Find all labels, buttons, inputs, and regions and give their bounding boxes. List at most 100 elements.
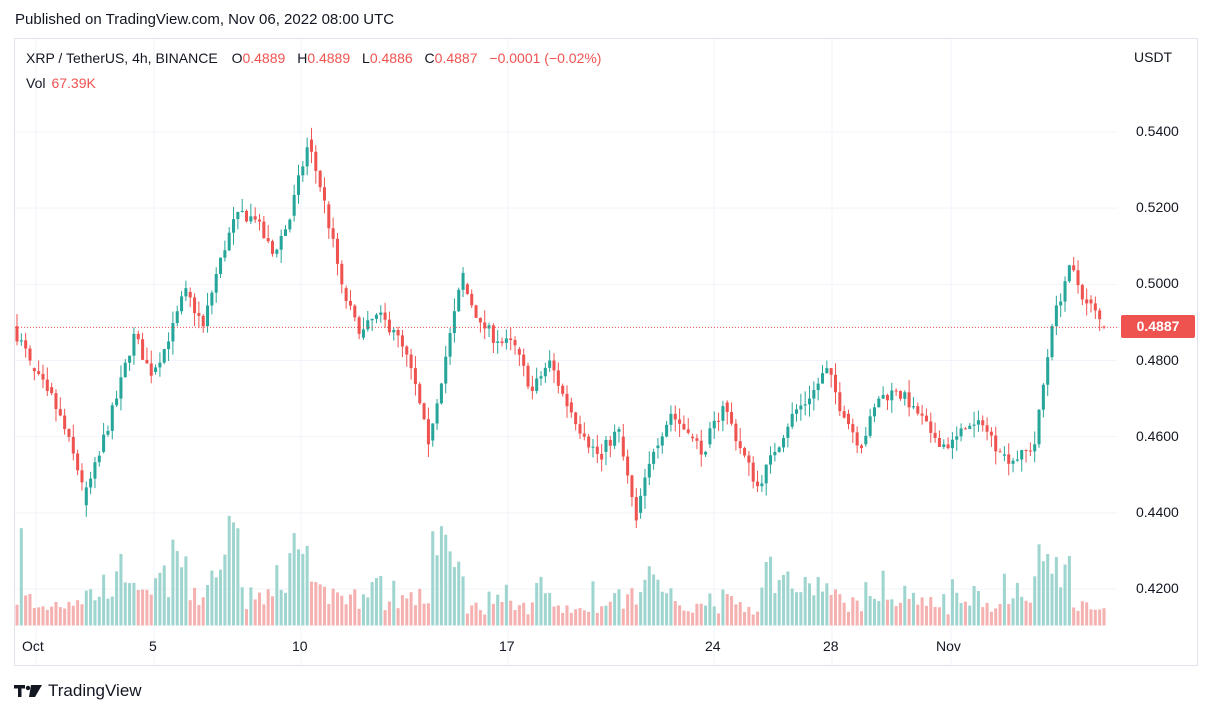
symbol-label[interactable]: XRP / TetherUS, 4h, BINANCE: [26, 50, 218, 66]
candle-body: [80, 470, 84, 483]
candle-body: [318, 170, 322, 188]
volume-bar: [409, 592, 413, 626]
candle-body: [1020, 450, 1024, 460]
volume-bar: [361, 594, 365, 626]
volume-bar: [846, 611, 851, 626]
candle-body: [911, 406, 915, 408]
high-value: 0.4889: [307, 50, 351, 66]
candle-body: [361, 329, 365, 338]
volume-bar: [1033, 576, 1037, 626]
volume-bar: [309, 581, 314, 626]
candle-body: [422, 403, 426, 420]
volume-bar: [253, 599, 257, 626]
volume-bar: [465, 613, 469, 626]
volume-bar: [920, 597, 924, 626]
volume-bar: [704, 605, 708, 626]
low-key: L: [362, 50, 370, 66]
candle-body: [660, 436, 664, 446]
candle-body: [574, 412, 578, 425]
chart-frame[interactable]: [14, 38, 1198, 666]
candle-body: [335, 238, 339, 264]
candle-body: [24, 340, 28, 349]
volume-bar: [998, 603, 1002, 626]
candle-body: [283, 229, 288, 236]
candle-body: [916, 406, 920, 414]
candle-body: [604, 439, 608, 452]
volume-bar: [903, 585, 907, 626]
volume-bar: [981, 607, 985, 626]
volume-bar: [93, 600, 97, 626]
candle-body: [409, 354, 413, 369]
candle-body: [344, 288, 348, 301]
volume-bar: [946, 614, 950, 626]
candle-body: [89, 478, 93, 488]
candle-body: [989, 431, 993, 436]
volume-bar: [669, 588, 673, 626]
volume-bar: [119, 553, 123, 626]
currency-unit[interactable]: USDT: [1134, 49, 1173, 65]
volume-bar: [543, 593, 547, 626]
volume-bar: [171, 539, 175, 626]
candle-body: [717, 420, 721, 422]
volume-bar: [392, 580, 396, 626]
volume-bar: [370, 582, 374, 626]
candle-body: [106, 430, 110, 435]
volume-bar: [968, 605, 972, 626]
volume-bar: [790, 588, 794, 626]
candle-body: [1063, 281, 1067, 302]
volume-bar: [41, 606, 45, 626]
candle-body: [232, 219, 236, 233]
candle-body: [890, 390, 894, 401]
volume-bar: [80, 604, 84, 626]
volume-bar: [227, 515, 231, 626]
volume-bar: [201, 597, 205, 626]
candle-body: [855, 432, 859, 446]
volume-bar: [1041, 561, 1045, 626]
volume-bar: [738, 602, 742, 626]
volume-bar: [483, 614, 487, 626]
candle-body: [236, 211, 240, 220]
volume-bar: [184, 556, 188, 626]
volume-bar: [855, 600, 859, 626]
candle-body: [790, 413, 794, 427]
candle-body: [41, 373, 45, 380]
candle-body: [322, 187, 326, 201]
candle-body: [963, 428, 967, 430]
candlestick-chart[interactable]: [15, 39, 1197, 665]
volume-bar: [777, 579, 781, 626]
candle-body: [279, 235, 283, 250]
y-tick-label: 0.4200: [1136, 580, 1179, 596]
volume-bar: [288, 553, 292, 626]
volume-bar: [136, 589, 140, 626]
volume-bar: [141, 589, 145, 626]
volume-bar: [686, 611, 690, 626]
volume-bar: [829, 594, 833, 626]
volume-bar: [426, 603, 430, 626]
volume-bar: [1063, 564, 1067, 626]
volume-bar: [478, 610, 482, 626]
volume-bar: [522, 602, 526, 626]
candle-body: [898, 390, 902, 399]
volume-bar: [1007, 604, 1011, 626]
candle-body: [1037, 409, 1041, 445]
volume-bar: [1067, 555, 1071, 626]
volume-legend: Vol 67.39K: [26, 75, 96, 91]
tradingview-logo[interactable]: TradingView: [14, 681, 142, 701]
candle-body: [32, 368, 36, 372]
candle-body: [175, 311, 179, 324]
candle-body: [747, 455, 751, 463]
volume-bar: [314, 582, 318, 626]
volume-bar: [721, 589, 725, 626]
candle-body: [15, 326, 19, 342]
low-value: 0.4886: [369, 50, 413, 66]
volume-bar: [890, 599, 894, 626]
volume-bar: [885, 599, 889, 626]
candle-body: [314, 151, 318, 171]
published-caption: Published on TradingView.com, Nov 06, 20…: [15, 11, 395, 28]
volume-bar: [660, 591, 664, 626]
candle-body: [522, 354, 526, 366]
volume-bar: [799, 592, 803, 626]
volume-bar: [617, 589, 621, 626]
candle-body: [435, 403, 439, 424]
candle-body: [955, 436, 959, 440]
